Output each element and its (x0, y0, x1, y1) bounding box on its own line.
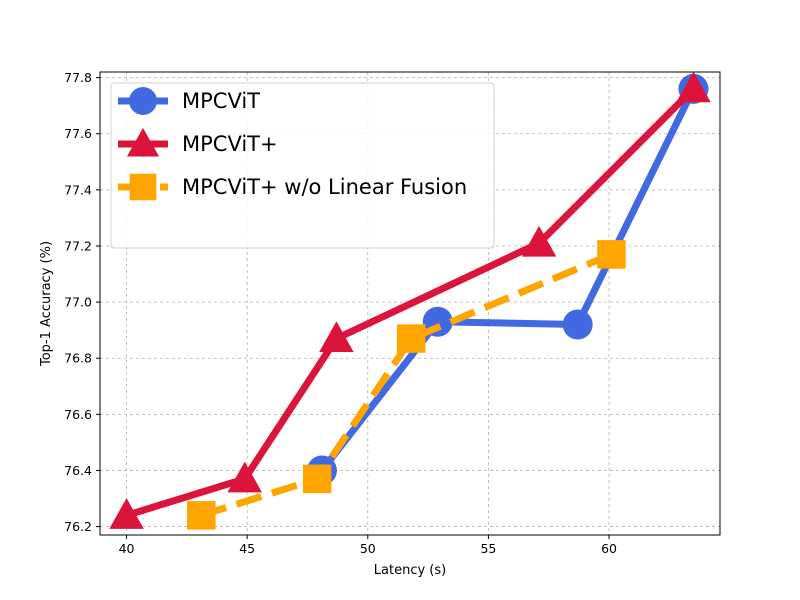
legend-marker (129, 173, 157, 201)
y-tick-label: 76.8 (64, 351, 92, 366)
series-mpcvit (109, 71, 711, 529)
series-line (200, 251, 613, 519)
data-point (597, 240, 626, 269)
legend-box (110, 82, 495, 249)
data-point (676, 71, 711, 103)
x-tick-label: 55 (480, 541, 496, 556)
y-tick-label: 77.2 (64, 238, 92, 253)
y-tick-label: 77.8 (64, 70, 92, 85)
data-point (109, 498, 144, 529)
series-mpcvit-w-o-linear-fusion (187, 240, 626, 530)
axes-frame (99, 71, 721, 536)
y-tick-label: 76.2 (64, 519, 92, 534)
legend-entry: MPCViT+ (118, 127, 278, 157)
legend-entry: MPCViT (118, 87, 260, 115)
plot-area (109, 71, 711, 530)
data-point (187, 501, 216, 530)
data-point (319, 321, 354, 353)
y-tick-label: 77.4 (64, 182, 92, 197)
legend-label: MPCViT+ (182, 132, 278, 156)
y-tick-label: 76.4 (64, 463, 92, 478)
y-tick-label: 77.0 (64, 295, 92, 310)
y-axis-label: Top-1 Accuracy (%) (39, 241, 54, 367)
data-point (302, 464, 332, 494)
y-tick-label: 77.6 (64, 126, 92, 141)
x-tick-label: 60 (601, 541, 617, 556)
y-tick-label: 76.6 (64, 407, 92, 422)
legend-marker (126, 127, 160, 157)
data-point (396, 324, 426, 353)
data-point (562, 309, 593, 340)
data-point (227, 461, 262, 493)
legend: MPCViT MPCViT+ MPCViT+ w/o Linear Fusion (110, 82, 495, 249)
data-point (521, 225, 557, 257)
x-tick-label: 40 (119, 541, 135, 556)
legend-entry: MPCViT+ w/o Linear Fusion (118, 173, 467, 201)
x-axis-label: Latency (s) (374, 563, 446, 578)
x-tick-label: 45 (239, 541, 255, 556)
ticks: 40 45 50 55 60 76.2 76.4 76.6 76.8 77.0 77.2 77.4 77… (64, 70, 617, 556)
legend-marker (129, 87, 157, 115)
x-tick-label: 50 (360, 541, 376, 556)
legend-label: MPCViT+ w/o Linear Fusion (182, 175, 467, 199)
series-line (319, 87, 697, 473)
legend-label: MPCViT (182, 89, 260, 113)
